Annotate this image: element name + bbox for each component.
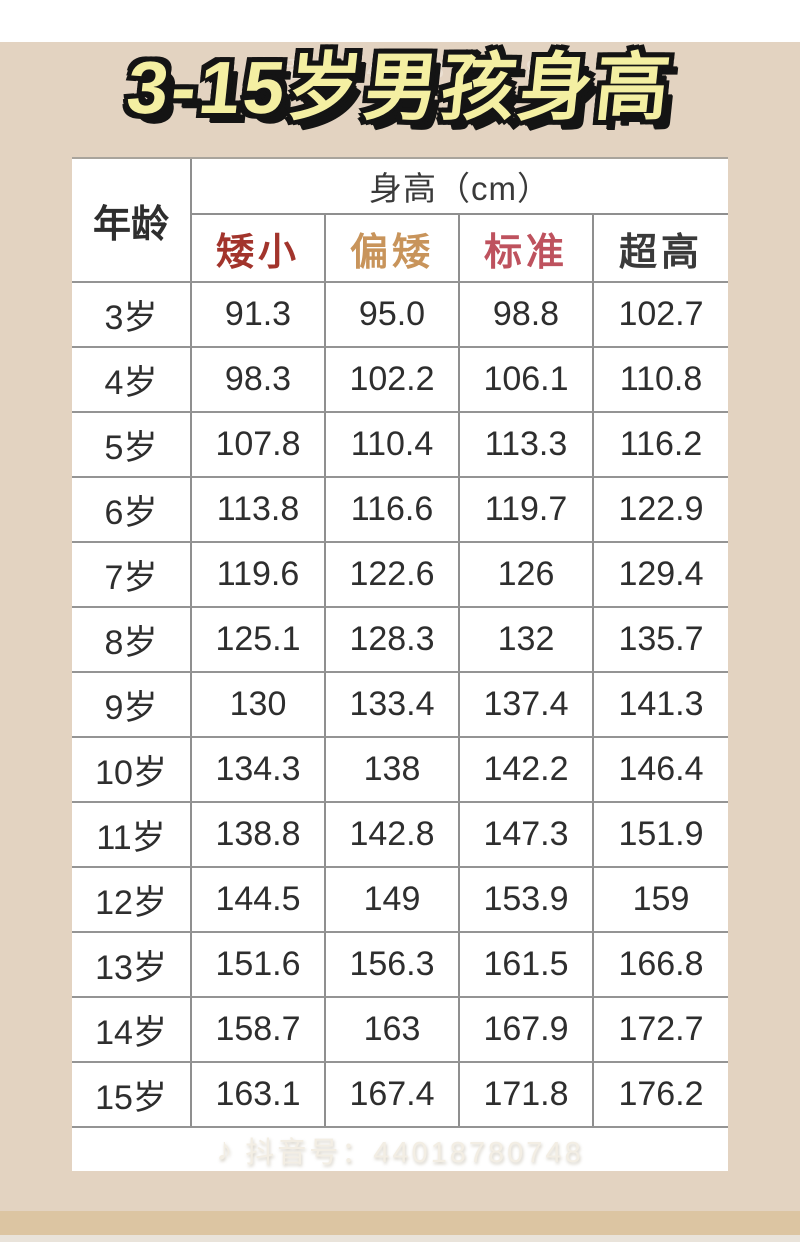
page-title: 3-15岁男孩身高 — [123, 46, 677, 129]
age-cell: 3岁 — [72, 281, 192, 346]
value-cell: 110.4 — [326, 411, 460, 476]
value-cell: 95.0 — [326, 281, 460, 346]
age-cell: 7岁 — [72, 541, 192, 606]
bottom-watermark: ♪ 抖音号：44018780748 — [72, 1126, 728, 1171]
value-cell: 146.4 — [594, 736, 728, 801]
column-header: 矮小 — [192, 215, 326, 281]
height-table: 年龄 身高（cm） 矮小 偏矮 标准 超高 3岁 91.3 95.0 98.8 102.7 4岁 9… — [72, 159, 728, 1126]
value-cell: 138.8 — [192, 801, 326, 866]
value-cell: 128.3 — [326, 606, 460, 671]
value-cell: 166.8 — [594, 931, 728, 996]
age-cell: 8岁 — [72, 606, 192, 671]
value-cell: 116.6 — [326, 476, 460, 541]
age-column-header: 年龄 — [72, 159, 192, 281]
value-cell: 142.2 — [460, 736, 594, 801]
value-cell: 172.7 — [594, 996, 728, 1061]
value-cell: 159 — [594, 866, 728, 931]
age-cell: 11岁 — [72, 801, 192, 866]
bottom-watermark-text: 抖音号：44018780748 — [245, 1136, 584, 1169]
age-cell: 6岁 — [72, 476, 192, 541]
value-cell: 129.4 — [594, 541, 728, 606]
value-cell: 156.3 — [326, 931, 460, 996]
bottom-edge — [0, 1235, 800, 1242]
value-cell: 98.8 — [460, 281, 594, 346]
value-cell: 107.8 — [192, 411, 326, 476]
douyin-music-note-icon: ♪ — [216, 1131, 236, 1167]
value-cell: 116.2 — [594, 411, 728, 476]
top-watermark: 抖音号：44018780748 — [258, 56, 542, 84]
age-cell: 12岁 — [72, 866, 192, 931]
value-cell: 134.3 — [192, 736, 326, 801]
value-cell: 113.8 — [192, 476, 326, 541]
value-cell: 98.3 — [192, 346, 326, 411]
value-cell: 163 — [326, 996, 460, 1061]
value-cell: 132 — [460, 606, 594, 671]
value-cell: 151.6 — [192, 931, 326, 996]
value-cell: 135.7 — [594, 606, 728, 671]
value-cell: 125.1 — [192, 606, 326, 671]
value-cell: 126 — [460, 541, 594, 606]
bottom-strip — [0, 1211, 800, 1235]
value-cell: 102.7 — [594, 281, 728, 346]
age-cell: 15岁 — [72, 1061, 192, 1126]
value-cell: 144.5 — [192, 866, 326, 931]
value-cell: 141.3 — [594, 671, 728, 736]
value-cell: 171.8 — [460, 1061, 594, 1126]
value-cell: 147.3 — [460, 801, 594, 866]
age-cell: 4岁 — [72, 346, 192, 411]
value-cell: 110.8 — [594, 346, 728, 411]
value-cell: 176.2 — [594, 1061, 728, 1126]
value-cell: 149 — [326, 866, 460, 931]
value-cell: 113.3 — [460, 411, 594, 476]
value-cell: 151.9 — [594, 801, 728, 866]
value-cell: 122.6 — [326, 541, 460, 606]
value-cell: 138 — [326, 736, 460, 801]
value-cell: 142.8 — [326, 801, 460, 866]
value-cell: 133.4 — [326, 671, 460, 736]
value-cell: 163.1 — [192, 1061, 326, 1126]
value-cell: 153.9 — [460, 866, 594, 931]
value-cell: 119.6 — [192, 541, 326, 606]
value-cell: 119.7 — [460, 476, 594, 541]
age-cell: 5岁 — [72, 411, 192, 476]
value-cell: 106.1 — [460, 346, 594, 411]
value-cell: 167.9 — [460, 996, 594, 1061]
column-header: 偏矮 — [326, 215, 460, 281]
age-cell: 10岁 — [72, 736, 192, 801]
value-cell: 102.2 — [326, 346, 460, 411]
column-header: 标准 — [460, 215, 594, 281]
age-cell: 9岁 — [72, 671, 192, 736]
column-header: 超高 — [594, 215, 728, 281]
value-cell: 167.4 — [326, 1061, 460, 1126]
height-table-panel: 年龄 身高（cm） 矮小 偏矮 标准 超高 3岁 91.3 95.0 98.8 102.7 4岁 9… — [72, 157, 728, 1171]
value-cell: 158.7 — [192, 996, 326, 1061]
age-cell: 14岁 — [72, 996, 192, 1061]
page: 抖音号：44018780748 3-15岁男孩身高 年龄 身高（cm） 矮小 偏矮… — [0, 42, 800, 1242]
age-cell: 13岁 — [72, 931, 192, 996]
height-group-header: 身高（cm） — [192, 159, 728, 215]
value-cell: 122.9 — [594, 476, 728, 541]
value-cell: 161.5 — [460, 931, 594, 996]
value-cell: 130 — [192, 671, 326, 736]
value-cell: 137.4 — [460, 671, 594, 736]
value-cell: 91.3 — [192, 281, 326, 346]
